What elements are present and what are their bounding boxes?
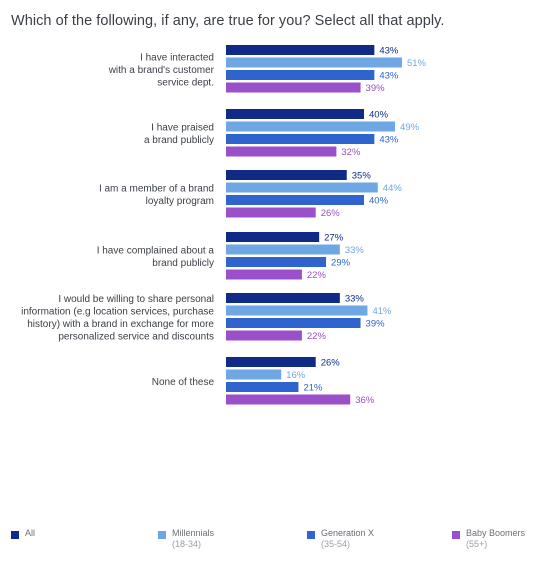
value-label: 40% bbox=[369, 110, 389, 121]
value-label: 21% bbox=[303, 383, 323, 394]
bar bbox=[226, 357, 316, 367]
bar bbox=[226, 305, 368, 316]
legend-label: Generation X bbox=[321, 528, 375, 538]
bar bbox=[226, 269, 302, 280]
bar bbox=[226, 369, 282, 380]
legend-sublabel: (35-54) bbox=[321, 539, 351, 549]
bar bbox=[226, 109, 364, 119]
value-label: 22% bbox=[307, 331, 327, 342]
bar bbox=[226, 318, 361, 328]
value-label: 43% bbox=[379, 71, 399, 82]
legend-label: Millennials bbox=[172, 528, 215, 538]
value-label: 22% bbox=[307, 270, 327, 281]
value-label: 39% bbox=[366, 83, 386, 94]
legend: All Millennials (18-34) Generation X (35-54)… bbox=[0, 528, 557, 558]
bar bbox=[226, 134, 375, 144]
value-label: 40% bbox=[369, 196, 389, 207]
category-label: I have praised a brand publicly bbox=[144, 123, 214, 147]
value-label: 35% bbox=[352, 171, 372, 182]
bar bbox=[226, 232, 320, 242]
value-label: 51% bbox=[407, 58, 427, 69]
bar bbox=[226, 57, 402, 68]
bar bbox=[226, 121, 396, 132]
value-label: 29% bbox=[331, 258, 351, 269]
value-label: 39% bbox=[366, 319, 386, 330]
bar bbox=[226, 382, 299, 392]
bar bbox=[226, 170, 347, 180]
bar-chart: I have interacted with a brand's customer… bbox=[21, 45, 427, 406]
legend-swatch bbox=[307, 531, 315, 539]
legend-label: Baby Boomers bbox=[466, 528, 526, 538]
bar bbox=[226, 195, 364, 205]
bar bbox=[226, 182, 378, 193]
legend-swatch bbox=[11, 531, 19, 539]
category-label: None of these bbox=[152, 377, 215, 388]
bar bbox=[226, 257, 327, 267]
value-label: 27% bbox=[324, 233, 344, 244]
bar bbox=[226, 330, 302, 341]
bar bbox=[226, 207, 316, 218]
category-label: I have interacted with a brand's customer… bbox=[108, 52, 215, 88]
bar bbox=[226, 146, 337, 157]
value-label: 32% bbox=[341, 147, 361, 158]
value-label: 49% bbox=[400, 122, 420, 133]
bar bbox=[226, 244, 340, 255]
legend-sublabel: (55+) bbox=[466, 539, 488, 549]
bar bbox=[226, 394, 351, 405]
value-label: 41% bbox=[372, 306, 392, 317]
value-label: 26% bbox=[321, 358, 341, 369]
category-label: I am a member of a brand loyalty program bbox=[99, 184, 214, 208]
value-label: 33% bbox=[345, 245, 365, 256]
bar bbox=[226, 70, 375, 80]
bar bbox=[226, 293, 340, 303]
value-label: 36% bbox=[355, 395, 375, 406]
value-label: 43% bbox=[379, 135, 399, 146]
legend-sublabel: (18-34) bbox=[172, 539, 202, 549]
legend-label: All bbox=[25, 528, 36, 538]
bar bbox=[226, 82, 361, 93]
legend-swatch bbox=[158, 531, 166, 539]
value-label: 26% bbox=[321, 208, 341, 219]
category-label: I have complained about a brand publicly bbox=[97, 246, 215, 270]
value-label: 33% bbox=[345, 294, 365, 305]
value-label: 43% bbox=[379, 46, 399, 57]
value-label: 44% bbox=[383, 183, 403, 194]
value-label: 16% bbox=[286, 370, 306, 381]
bar bbox=[226, 45, 375, 55]
category-label: I would be willing to share personal info… bbox=[21, 294, 214, 343]
legend-swatch bbox=[452, 531, 460, 539]
chart-title: Which of the following, if any, are true… bbox=[11, 13, 445, 29]
